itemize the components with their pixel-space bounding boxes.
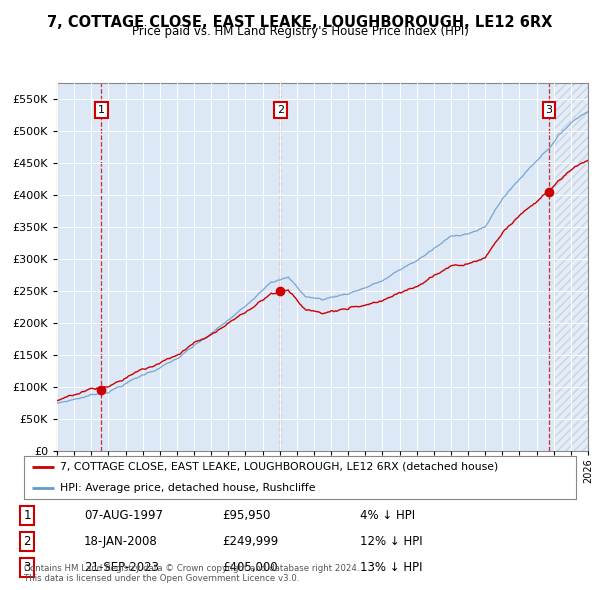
Text: £405,000: £405,000 (222, 561, 278, 574)
Text: 2: 2 (23, 535, 31, 548)
Text: 18-JAN-2008: 18-JAN-2008 (84, 535, 158, 548)
Text: 2: 2 (277, 105, 284, 115)
Text: 7, COTTAGE CLOSE, EAST LEAKE, LOUGHBOROUGH, LE12 6RX (detached house): 7, COTTAGE CLOSE, EAST LEAKE, LOUGHBOROU… (60, 462, 498, 471)
Text: 3: 3 (545, 105, 553, 115)
Text: 1: 1 (23, 509, 31, 522)
Text: 13% ↓ HPI: 13% ↓ HPI (360, 561, 422, 574)
Text: HPI: Average price, detached house, Rushcliffe: HPI: Average price, detached house, Rush… (60, 483, 316, 493)
Text: 1: 1 (98, 105, 105, 115)
Text: 7, COTTAGE CLOSE, EAST LEAKE, LOUGHBOROUGH, LE12 6RX: 7, COTTAGE CLOSE, EAST LEAKE, LOUGHBOROU… (47, 15, 553, 30)
Text: Price paid vs. HM Land Registry's House Price Index (HPI): Price paid vs. HM Land Registry's House … (131, 25, 469, 38)
Text: 4% ↓ HPI: 4% ↓ HPI (360, 509, 415, 522)
Text: Contains HM Land Registry data © Crown copyright and database right 2024.
This d: Contains HM Land Registry data © Crown c… (24, 563, 359, 583)
Text: 07-AUG-1997: 07-AUG-1997 (84, 509, 163, 522)
Text: 3: 3 (23, 561, 31, 574)
Text: £249,999: £249,999 (222, 535, 278, 548)
Text: 21-SEP-2023: 21-SEP-2023 (84, 561, 159, 574)
Text: 12% ↓ HPI: 12% ↓ HPI (360, 535, 422, 548)
Text: £95,950: £95,950 (222, 509, 271, 522)
